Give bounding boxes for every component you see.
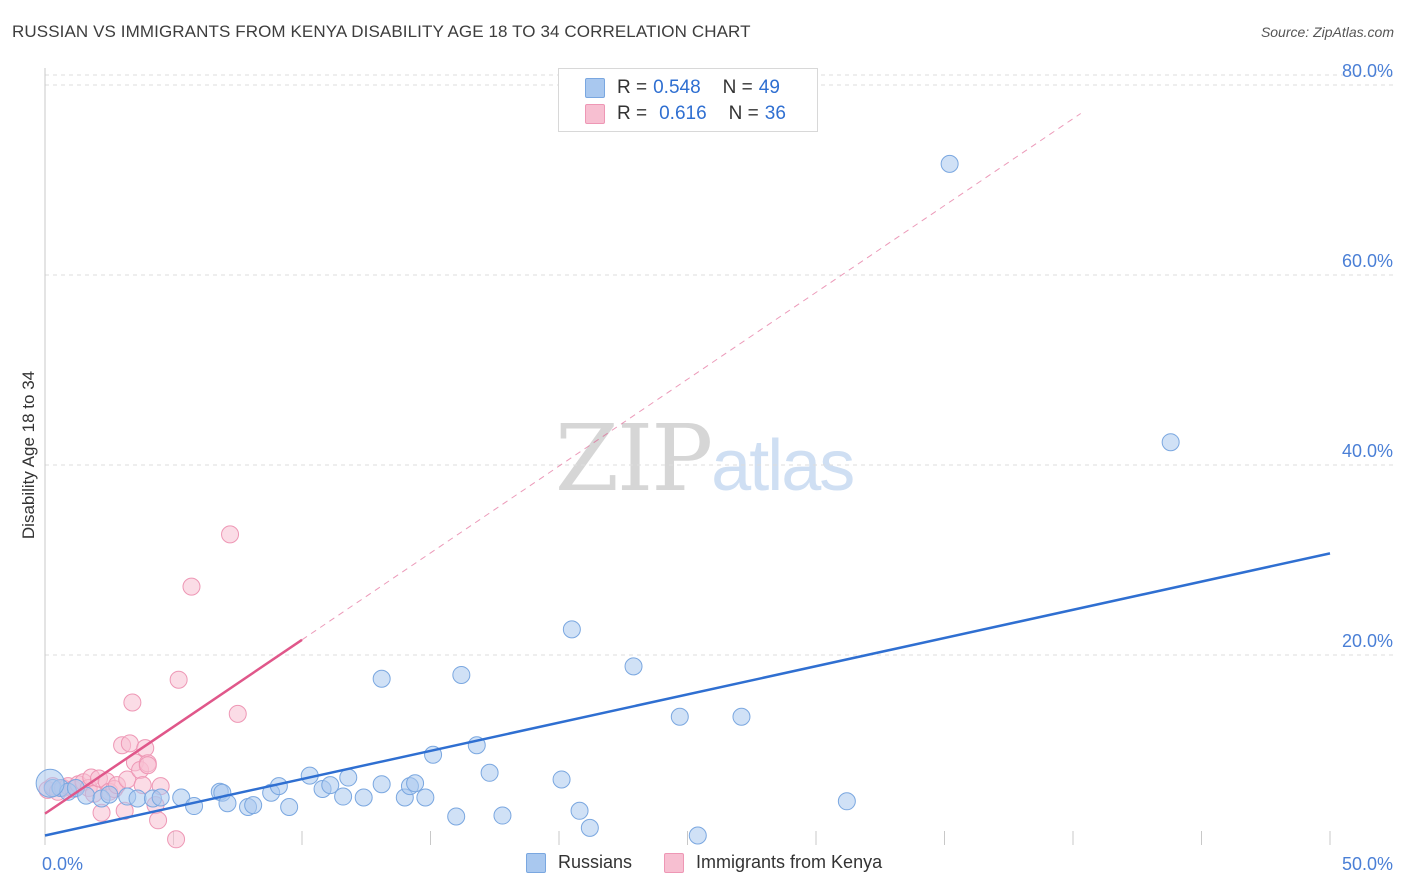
russian-point xyxy=(372,775,391,794)
russian-point xyxy=(339,768,358,787)
kenya-n-value: 36 xyxy=(764,103,786,124)
trend-layer xyxy=(44,113,1331,837)
russian-point xyxy=(688,826,707,845)
x-tick-label: 50.0% xyxy=(1342,854,1393,874)
russian-point xyxy=(244,796,263,815)
russian-point xyxy=(372,669,391,688)
russian-point xyxy=(493,806,512,825)
russian-point xyxy=(128,789,147,808)
russian-point xyxy=(580,818,599,837)
russians-swatch xyxy=(585,78,605,98)
kenya-swatch xyxy=(585,104,605,124)
russian-point xyxy=(151,788,170,807)
kenya-legend-label: Immigrants from Kenya xyxy=(696,852,883,872)
y-tick-label: 60.0% xyxy=(1342,251,1393,271)
russian-points xyxy=(35,154,1180,845)
axis-layer xyxy=(44,68,1331,845)
russians-r-label: R = xyxy=(617,77,648,98)
grid-layer xyxy=(45,74,1395,656)
kenya-point xyxy=(221,525,240,544)
kenya-point xyxy=(149,811,168,830)
kenya-point xyxy=(120,734,139,753)
label-layer: 20.0% 40.0% 60.0% 80.0% 0.0% 50.0% Disability … xyxy=(19,61,1393,874)
russians-n-label: N = xyxy=(722,77,753,98)
kenya-trend-line xyxy=(44,638,303,815)
x-tick-label: 0.0% xyxy=(42,854,83,874)
russian-point xyxy=(321,776,340,795)
russian-point xyxy=(447,807,466,826)
kenya-legend-swatch xyxy=(664,852,685,873)
y-tick-label: 80.0% xyxy=(1342,61,1393,81)
legend-item-russians[interactable]: Russians xyxy=(526,852,632,873)
russians-r-value: 0.548 xyxy=(653,77,701,98)
russian-point xyxy=(185,797,204,816)
russian-point xyxy=(100,785,119,804)
russian-point xyxy=(35,768,65,798)
watermark: ZIPatlas xyxy=(555,405,855,512)
kenya-point xyxy=(228,704,247,723)
russians-legend-label: Russians xyxy=(558,852,633,872)
y-tick-label: 40.0% xyxy=(1342,441,1393,461)
legend-row-russians: R = 0.548 N = 49 xyxy=(585,76,780,100)
watermark-atlas: atlas xyxy=(711,426,855,506)
russian-point xyxy=(334,787,353,806)
kenya-r-label: R = xyxy=(617,103,648,124)
russian-point xyxy=(1161,433,1180,452)
russian-point xyxy=(940,154,959,173)
y-axis-title: Disability Age 18 to 34 xyxy=(19,371,38,539)
kenya-r-value: 0.616 xyxy=(659,103,707,124)
legend-item-kenya[interactable]: Immigrants from Kenya xyxy=(664,852,882,873)
correlation-legend: R = 0.548 N = 49 R = 0.616 N = 36 xyxy=(558,68,818,132)
kenya-point xyxy=(167,830,186,849)
russian-point xyxy=(732,707,751,726)
russian-point xyxy=(280,798,299,816)
russian-point xyxy=(480,763,499,782)
kenya-point xyxy=(138,756,157,775)
kenya-point xyxy=(169,670,188,689)
kenya-point xyxy=(182,577,201,596)
russians-trend-line xyxy=(44,552,1331,837)
legend-row-kenya: R = 0.616 N = 36 xyxy=(585,102,786,126)
kenya-n-label: N = xyxy=(728,103,759,124)
source-label: Source: ZipAtlas.com xyxy=(1260,24,1394,40)
russians-n-value: 49 xyxy=(758,77,780,98)
russian-point xyxy=(552,770,571,789)
russian-point xyxy=(354,788,373,807)
russian-point xyxy=(562,620,581,639)
kenya-point xyxy=(123,693,142,712)
kenya-trend-extension xyxy=(301,113,1081,641)
russian-point xyxy=(624,657,643,676)
y-tick-label: 20.0% xyxy=(1342,631,1393,651)
russian-point xyxy=(670,707,689,726)
russian-point xyxy=(452,665,471,684)
series-legend: Russians Immigrants from Kenya xyxy=(526,852,914,873)
russian-point xyxy=(406,774,425,793)
russian-point xyxy=(837,792,856,811)
chart-title: RUSSIAN VS IMMIGRANTS FROM KENYA DISABIL… xyxy=(12,22,751,41)
watermark-zip: ZIP xyxy=(555,405,713,512)
russian-point xyxy=(416,788,435,807)
russians-legend-swatch xyxy=(526,852,546,873)
russian-point xyxy=(570,801,589,820)
